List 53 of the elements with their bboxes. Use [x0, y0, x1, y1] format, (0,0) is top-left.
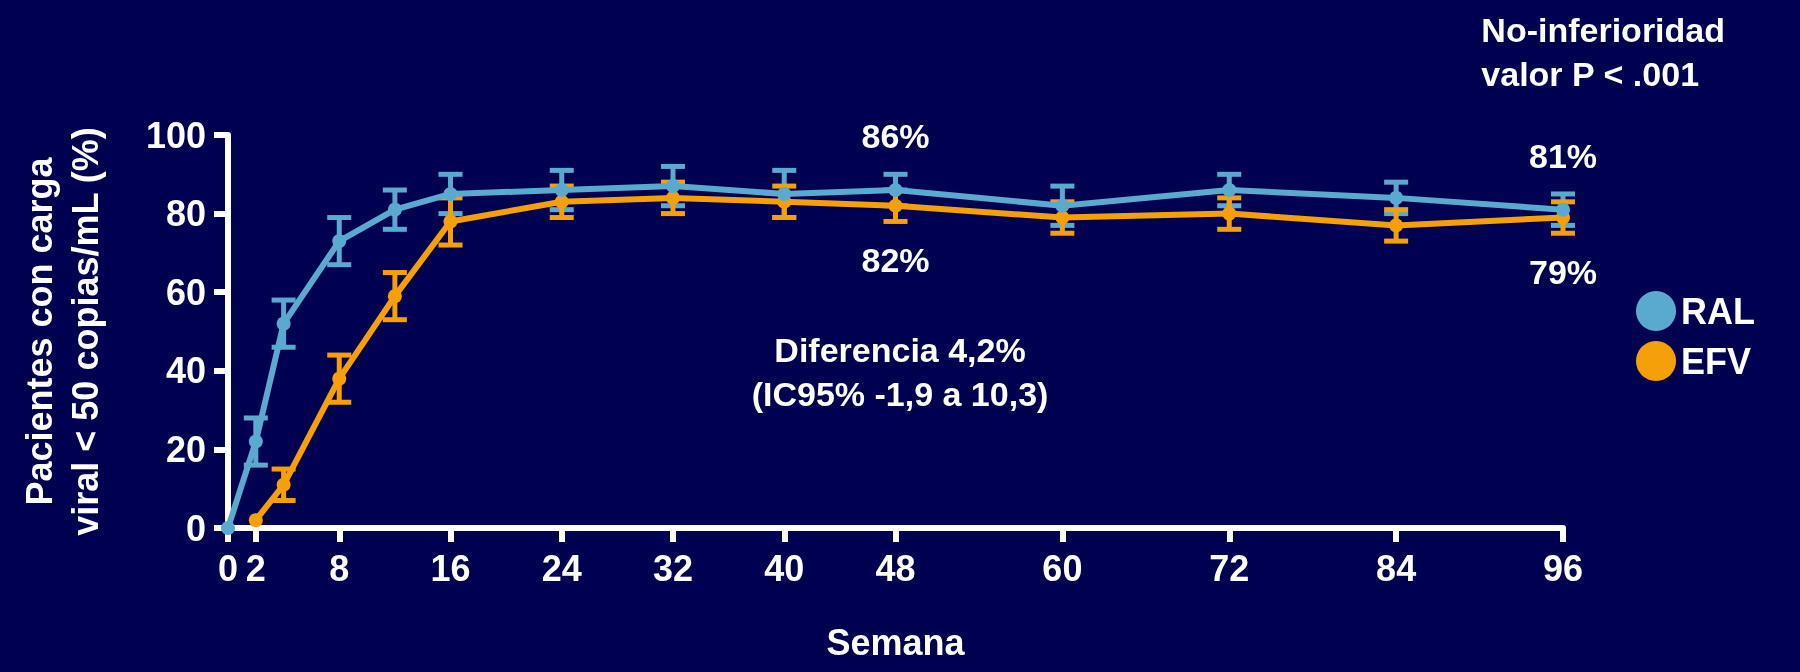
point [666, 190, 680, 205]
x-tick-label: 2 [245, 547, 266, 589]
x-tick-label: 24 [541, 547, 582, 589]
y-tick-label: 40 [165, 350, 206, 392]
point [888, 198, 903, 213]
data-label: 82% [861, 240, 930, 279]
point [1222, 206, 1237, 221]
legend-label: EFV [1681, 340, 1752, 382]
point [443, 186, 458, 201]
point [443, 214, 458, 229]
point [777, 186, 792, 201]
y-tick-label: 100 [145, 114, 206, 156]
point [1055, 210, 1070, 225]
x-axis-title: Semana [826, 621, 966, 663]
x-tick-label: 32 [652, 547, 694, 589]
text: No-inferioridad valor P < .001 [1481, 11, 1726, 93]
x-tick-label: 8 [329, 547, 350, 589]
y-tick-label: 0 [185, 507, 206, 549]
data-label: 81% [1528, 136, 1598, 175]
point [554, 194, 569, 209]
y-tick-label: 80 [165, 193, 206, 235]
point [1389, 190, 1404, 205]
point [1389, 218, 1404, 233]
point [387, 202, 402, 217]
x-tick-label: 96 [1542, 547, 1584, 589]
point [276, 316, 291, 331]
point [276, 477, 291, 492]
point [554, 183, 569, 198]
x-tick-label: 84 [1376, 547, 1417, 589]
point [221, 521, 235, 535]
y-tick-label: 60 [165, 271, 206, 313]
annotation: Diferencia 4,2% (IC95% -1,9 a 10,3) [751, 331, 1049, 413]
point [888, 183, 903, 198]
x-tick-label: 60 [1042, 547, 1083, 589]
point [248, 434, 263, 449]
data-label: 86% [861, 117, 930, 156]
point [1055, 198, 1070, 213]
x-tick-label: 48 [875, 547, 916, 589]
x-tick-label: 16 [430, 547, 471, 589]
y-tick-label: 20 [165, 428, 206, 470]
point [387, 289, 402, 304]
y-axis-title: Pacientes con carga viral < 50 copias/mL (%) [18, 127, 106, 536]
point [332, 234, 347, 249]
x-tick-label: 0 [217, 547, 239, 589]
point [666, 179, 680, 194]
data-label: 79% [1528, 252, 1598, 291]
point [248, 513, 263, 528]
x-tick-label: 72 [1209, 547, 1250, 589]
x-tick-label: 40 [764, 547, 805, 589]
legend-label: RAL [1681, 290, 1756, 332]
point [1556, 202, 1570, 217]
point [1222, 183, 1237, 198]
point [332, 371, 347, 386]
